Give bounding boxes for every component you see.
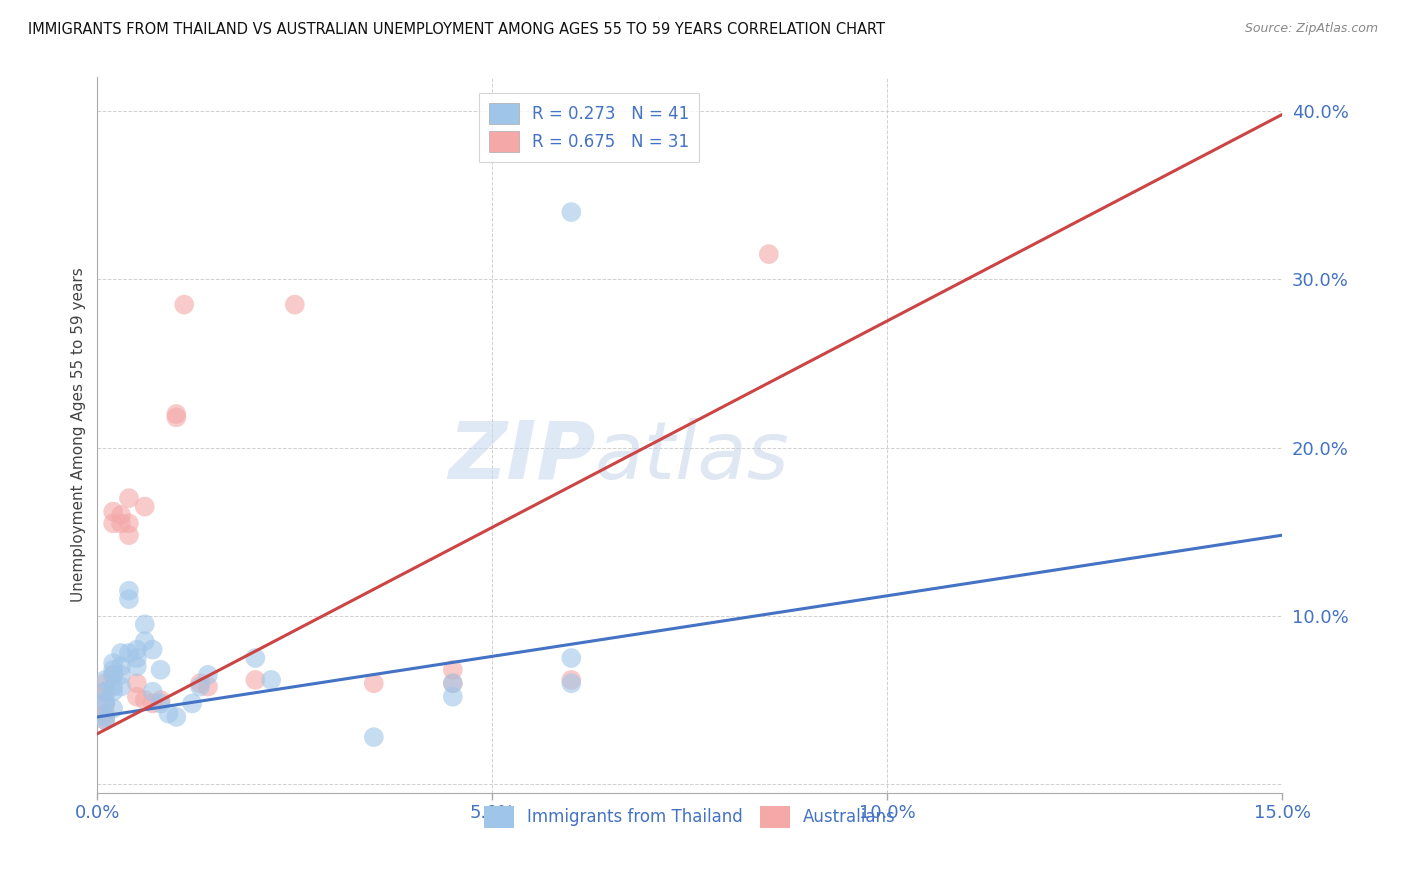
Point [94,706,117,721]
Point [165,407,187,421]
Point [149,693,172,707]
Point [134,634,156,648]
Point [94,684,117,698]
Point [125,651,148,665]
Point [165,410,187,425]
Point [110,646,132,660]
Point [110,516,132,531]
Point [125,676,148,690]
Point [94,714,117,728]
Text: IMMIGRANTS FROM THAILAND VS AUSTRALIAN UNEMPLOYMENT AMONG AGES 55 TO 59 YEARS CO: IMMIGRANTS FROM THAILAND VS AUSTRALIAN U… [28,22,886,37]
Point [441,676,464,690]
Point [363,730,385,744]
Point [125,659,148,673]
Point [118,646,141,660]
Point [94,710,117,724]
Point [110,508,132,522]
Point [188,676,211,690]
Point [197,680,219,694]
Text: atlas: atlas [595,417,790,495]
Point [94,684,117,698]
Point [441,663,464,677]
Legend: Immigrants from Thailand, Australians: Immigrants from Thailand, Australians [477,799,903,834]
Point [118,583,141,598]
Point [173,298,195,312]
Point [94,697,117,711]
Point [560,205,582,219]
Point [157,706,180,721]
Point [245,673,267,687]
Point [188,680,211,694]
Point [101,656,124,670]
Point [149,697,172,711]
Point [560,676,582,690]
Point [94,676,117,690]
Point [245,651,267,665]
Point [165,710,187,724]
Point [101,516,124,531]
Point [101,668,124,682]
Point [284,298,307,312]
Point [560,673,582,687]
Point [110,668,132,682]
Point [181,697,204,711]
Text: Source: ZipAtlas.com: Source: ZipAtlas.com [1244,22,1378,36]
Point [94,697,117,711]
Point [125,690,148,704]
Point [260,673,283,687]
Point [134,500,156,514]
Point [118,592,141,607]
Point [142,697,165,711]
Point [197,668,219,682]
Point [101,505,124,519]
Y-axis label: Unemployment Among Ages 55 to 59 years: Unemployment Among Ages 55 to 59 years [72,268,86,602]
Point [94,714,117,728]
Point [142,642,165,657]
Point [110,680,132,694]
Point [142,684,165,698]
Point [118,528,141,542]
Point [134,617,156,632]
Point [101,680,124,694]
Point [441,676,464,690]
Point [134,693,156,707]
Point [94,673,117,687]
Point [363,676,385,690]
Point [125,642,148,657]
Point [118,516,141,531]
Point [101,684,124,698]
Point [101,668,124,682]
Point [101,663,124,677]
Point [441,690,464,704]
Point [149,663,172,677]
Point [94,693,117,707]
Point [118,491,141,505]
Point [758,247,780,261]
Point [110,659,132,673]
Text: ZIP: ZIP [447,417,595,495]
Point [560,651,582,665]
Point [101,701,124,715]
